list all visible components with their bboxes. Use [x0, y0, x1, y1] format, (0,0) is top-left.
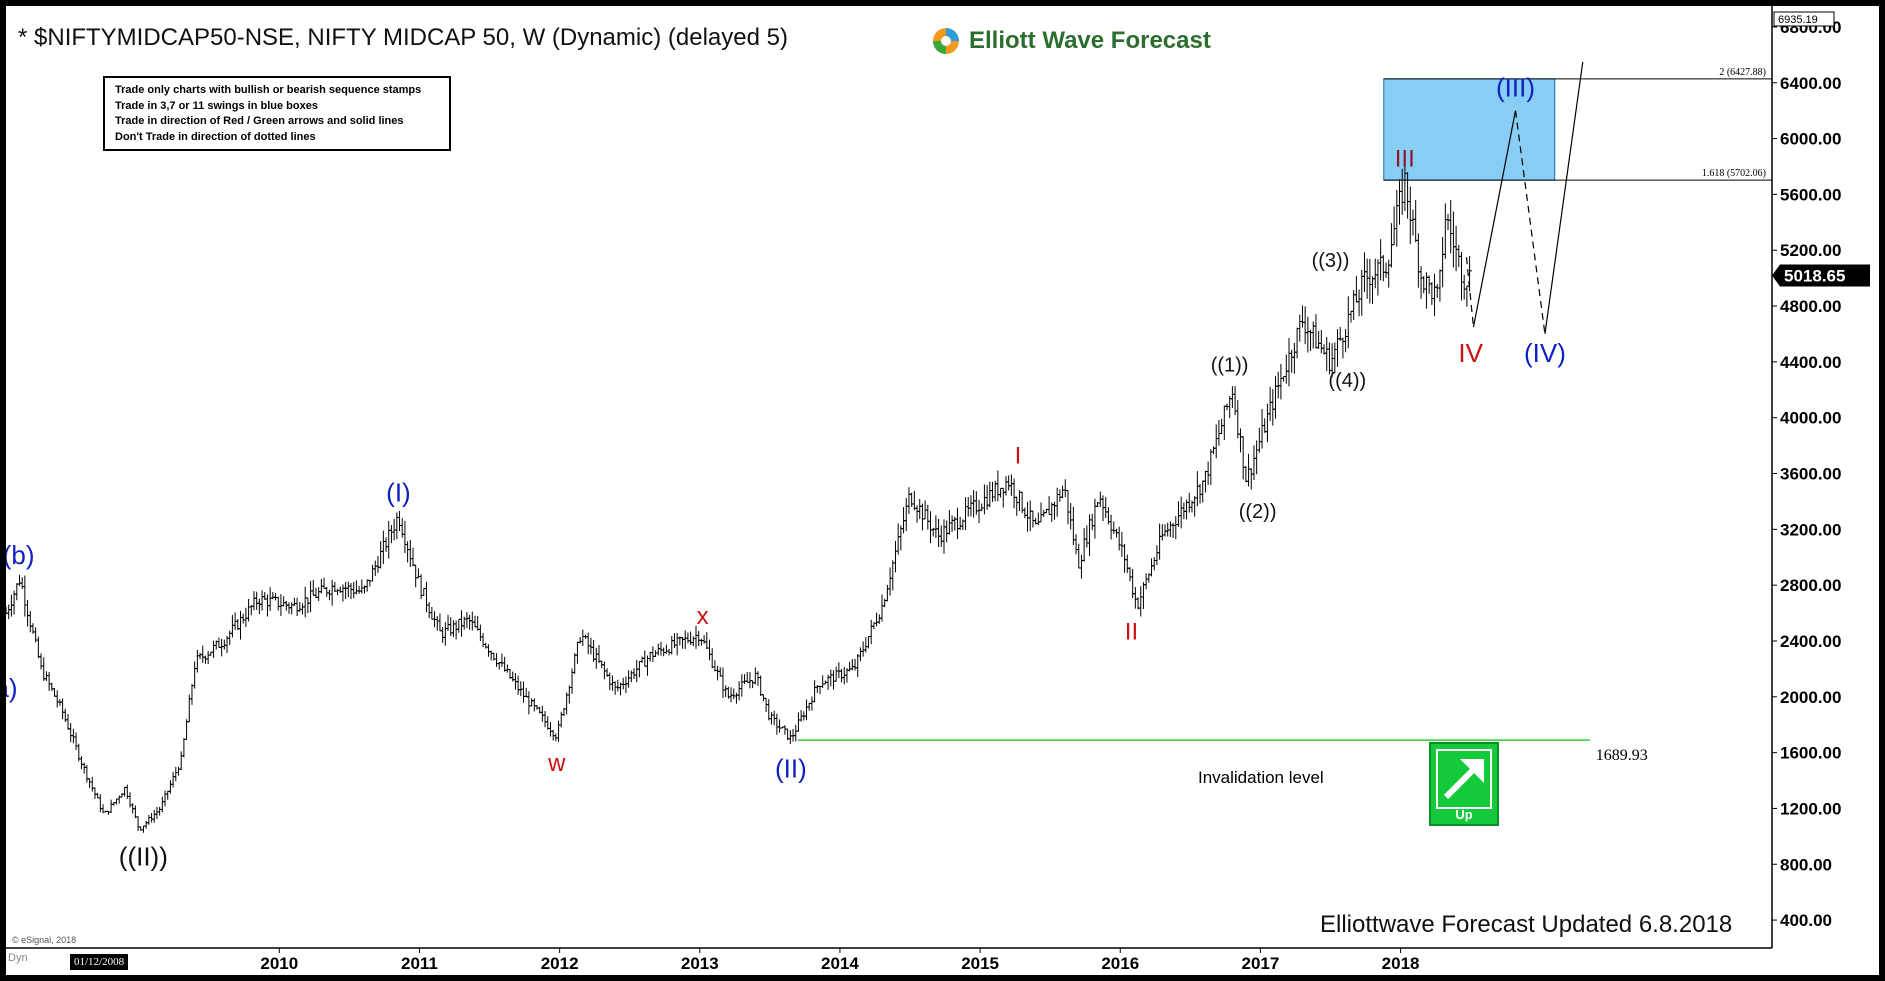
- y-tick-label: 2800.00: [1780, 576, 1841, 595]
- current-price-box: [1772, 264, 1870, 287]
- projection-dashed-line: [1514, 110, 1546, 335]
- y-tick-label: 3200.00: [1780, 520, 1841, 539]
- up-arrow-frame: [1436, 749, 1492, 809]
- x-tick-label: 2017: [1242, 954, 1280, 973]
- y-tick-label: 4000.00: [1780, 409, 1841, 428]
- chart-frame: 2 (6427.88) 1.618 (5702.06) 1689.93 Invalid…: [6, 6, 1879, 975]
- arrow-up-right-icon: [1443, 759, 1484, 800]
- y-tick-label: 800.00: [1780, 855, 1832, 874]
- wave-label: ((1)): [1211, 355, 1249, 377]
- candles-layer: [6, 166, 1473, 833]
- y-tick-label: 400.00: [1780, 911, 1832, 930]
- trading-rules-box: Trade only charts with bullish or bearis…: [103, 76, 451, 151]
- copyright: © eSignal, 2018: [12, 935, 77, 945]
- wave-label: ((4)): [1328, 370, 1366, 392]
- up-label: Up: [1455, 807, 1473, 822]
- projection-solid-line: [1472, 110, 1517, 328]
- y-tick-label: 4800.00: [1780, 297, 1841, 316]
- rule-line: Trade in direction of Red / Green arrows…: [115, 115, 404, 127]
- wave-label: II: [1125, 619, 1138, 646]
- x-tick-label: 2018: [1382, 954, 1420, 973]
- x-tick-label: 2016: [1101, 954, 1139, 973]
- x-tick-label: 2015: [961, 954, 999, 973]
- wave-label: I: [1015, 443, 1022, 470]
- wave-label: ((II)): [119, 842, 168, 872]
- target-zone-box: [1383, 78, 1556, 181]
- wave-label: (b): [6, 540, 35, 570]
- top-value-label: 6935.19: [1778, 14, 1818, 26]
- wave-label: (II): [775, 754, 807, 784]
- projection-solid-line: [1544, 61, 1584, 335]
- chart-title: * $NIFTYMIDCAP50-NSE, NIFTY MIDCAP 50, W…: [18, 24, 788, 51]
- annotation-lines-layer: 2 (6427.88) 1.618 (5702.06) 1689.93 Invalid…: [797, 61, 1772, 787]
- wave-label: (III): [1496, 73, 1535, 103]
- x-tick-label: 2012: [541, 954, 579, 973]
- y-tick-label: 2000.00: [1780, 688, 1841, 707]
- wave-label: w: [547, 750, 566, 777]
- updated-note: Elliottwave Forecast Updated 6.8.2018: [1320, 911, 1733, 938]
- invalidation-value: 1689.93: [1596, 747, 1648, 764]
- x-tick-label: 2013: [681, 954, 719, 973]
- x-tick-label: 2011: [401, 954, 438, 973]
- logo-text: Elliott Wave Forecast: [969, 27, 1211, 54]
- top-value-box: [1773, 11, 1835, 27]
- wave-label: x: [697, 603, 709, 630]
- rule-line: Trade only charts with bullish or bearis…: [115, 84, 422, 96]
- wave-label: a): [6, 673, 18, 703]
- x-tick-label: 2014: [821, 954, 859, 973]
- rule-line: Trade in 3,7 or 11 swings in blue boxes: [115, 99, 318, 112]
- wave-label: ((2)): [1239, 501, 1277, 523]
- wave-label: (IV): [1524, 338, 1566, 368]
- fib-level-label: 2 (6427.88): [1719, 67, 1766, 78]
- y-tick-label: 3600.00: [1780, 465, 1841, 484]
- current-price-label: 5018.65: [1784, 267, 1845, 286]
- start-date-box: 01/12/2008: [70, 954, 129, 970]
- logo-icon: [933, 28, 959, 54]
- fib-level-label: 1.618 (5702.06): [1702, 168, 1766, 179]
- up-trend-badge: Up: [1429, 742, 1499, 826]
- x-tick-label: 2010: [260, 954, 298, 973]
- y-tick-label: 6400.00: [1780, 74, 1841, 93]
- y-tick-label: 5600.00: [1780, 185, 1841, 204]
- y-tick-label: 2400.00: [1780, 632, 1841, 651]
- wave-label: IV: [1458, 338, 1483, 368]
- wave-label: (I): [386, 477, 411, 507]
- y-tick-label: 5200.00: [1780, 241, 1841, 260]
- y-tick-label: 1600.00: [1780, 744, 1841, 763]
- axes-layer: 400.00 800.00 1200.00 1600.00 2000.00 2400.00…: [6, 6, 1870, 973]
- y-tick-label: 6000.00: [1780, 130, 1841, 149]
- dyn-label: Dyn: [8, 952, 28, 964]
- y-tick-label: 1200.00: [1780, 799, 1841, 818]
- wave-labels-layer: (b)a)((II))(I)wx(II)III((1))((2))((3))((…: [6, 73, 1566, 872]
- invalidation-text: Invalidation level: [1198, 768, 1324, 787]
- wave-label: III: [1395, 145, 1415, 172]
- rule-line: Don't Trade in direction of dotted lines: [115, 130, 316, 143]
- brand-logo: Elliott Wave Forecast: [931, 26, 1211, 56]
- wave-label: ((3)): [1312, 250, 1350, 272]
- y-tick-label: 4400.00: [1780, 353, 1841, 372]
- price-chart: 2 (6427.88) 1.618 (5702.06) 1689.93 Invalid…: [6, 6, 1870, 973]
- target-zone-layer: [1383, 78, 1556, 181]
